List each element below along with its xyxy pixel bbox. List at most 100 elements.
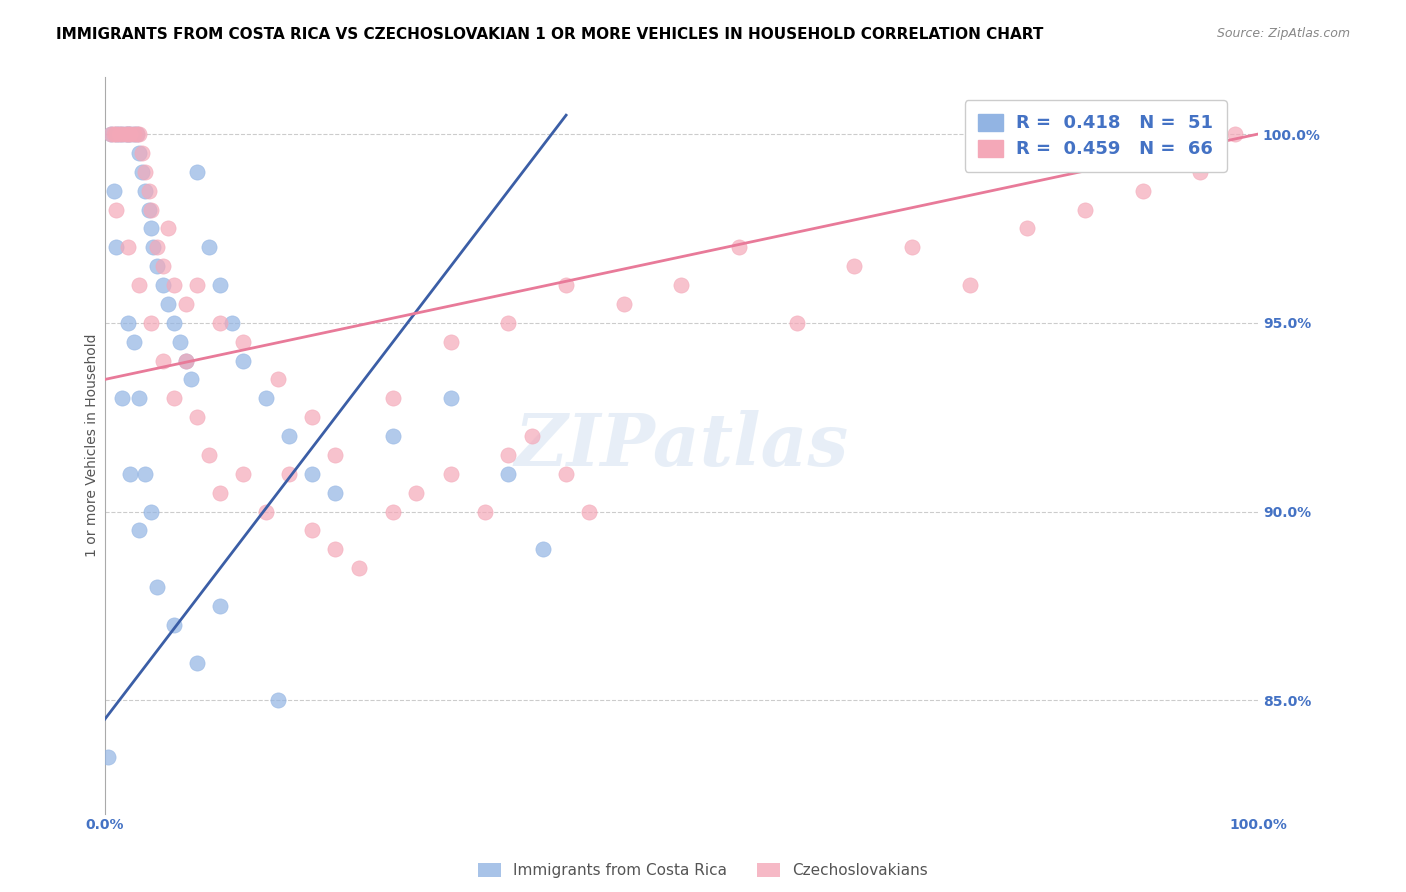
Point [347, 561, 370, 575]
Point [107, 127, 129, 141]
Point [1223, 127, 1246, 141]
Point [1017, 221, 1039, 235]
Point [209, 485, 232, 500]
Point [254, 392, 277, 406]
Point [134, 467, 156, 481]
Point [145, 259, 167, 273]
Point [578, 504, 600, 518]
Point [498, 316, 520, 330]
Point [440, 467, 463, 481]
Point [180, 372, 202, 386]
Point [145, 580, 167, 594]
Point [844, 259, 866, 273]
Point [382, 429, 405, 443]
Point [127, 127, 149, 141]
Point [111, 392, 134, 406]
Point [139, 202, 162, 217]
Point [555, 278, 578, 293]
Point [152, 259, 174, 273]
Point [186, 278, 208, 293]
Point [325, 448, 347, 462]
Point [138, 184, 160, 198]
Point [186, 410, 208, 425]
Point [117, 316, 139, 330]
Point [555, 467, 578, 481]
Point [145, 240, 167, 254]
Point [120, 127, 142, 141]
Legend: Immigrants from Costa Rica, Czechoslovakians: Immigrants from Costa Rica, Czechoslovak… [471, 857, 935, 884]
Point [382, 392, 405, 406]
Text: ZIPatlas: ZIPatlas [515, 410, 848, 481]
Point [232, 467, 254, 481]
Point [105, 127, 128, 141]
Point [107, 127, 129, 141]
Point [325, 542, 347, 557]
Point [786, 316, 808, 330]
Point [120, 127, 142, 141]
Point [163, 278, 186, 293]
Point [382, 504, 405, 518]
Point [174, 297, 197, 311]
Point [105, 127, 128, 141]
Point [254, 504, 277, 518]
Point [163, 392, 186, 406]
Point [128, 524, 150, 538]
Point [474, 504, 496, 518]
Point [111, 127, 134, 141]
Point [114, 127, 136, 141]
Point [209, 316, 232, 330]
Point [128, 145, 150, 160]
Point [97, 750, 120, 764]
Point [209, 599, 232, 613]
Point [267, 693, 290, 707]
Point [1132, 184, 1154, 198]
Point [440, 334, 463, 349]
Point [169, 334, 191, 349]
Text: IMMIGRANTS FROM COSTA RICA VS CZECHOSLOVAKIAN 1 OR MORE VEHICLES IN HOUSEHOLD CO: IMMIGRANTS FROM COSTA RICA VS CZECHOSLOV… [56, 27, 1043, 42]
Point [117, 240, 139, 254]
Point [114, 127, 136, 141]
Point [301, 410, 323, 425]
Point [139, 316, 162, 330]
Point [152, 278, 174, 293]
Point [139, 221, 162, 235]
Point [128, 278, 150, 293]
Point [498, 467, 520, 481]
Point [122, 127, 145, 141]
Text: Source: ZipAtlas.com: Source: ZipAtlas.com [1216, 27, 1350, 40]
Point [100, 127, 122, 141]
Point [100, 127, 122, 141]
Point [138, 202, 160, 217]
Point [232, 334, 254, 349]
Point [139, 504, 162, 518]
Point [405, 485, 427, 500]
Point [105, 240, 128, 254]
Point [209, 278, 232, 293]
Point [103, 184, 125, 198]
Point [959, 278, 981, 293]
Point [174, 353, 197, 368]
Point [122, 127, 145, 141]
Point [325, 485, 347, 500]
Point [142, 240, 165, 254]
Point [131, 145, 153, 160]
Point [671, 278, 693, 293]
Legend: R =  0.418   N =  51, R =  0.459   N =  66: R = 0.418 N = 51, R = 0.459 N = 66 [965, 101, 1226, 172]
Point [728, 240, 751, 254]
Point [105, 202, 128, 217]
Point [163, 617, 186, 632]
Point [613, 297, 636, 311]
Point [111, 127, 134, 141]
Point [134, 165, 156, 179]
Point [1189, 165, 1212, 179]
Point [157, 221, 180, 235]
Point [440, 392, 463, 406]
Point [157, 297, 180, 311]
Point [174, 353, 197, 368]
Point [498, 448, 520, 462]
Point [1074, 202, 1097, 217]
Point [301, 524, 323, 538]
Point [186, 656, 208, 670]
Point [117, 127, 139, 141]
Point [186, 165, 208, 179]
